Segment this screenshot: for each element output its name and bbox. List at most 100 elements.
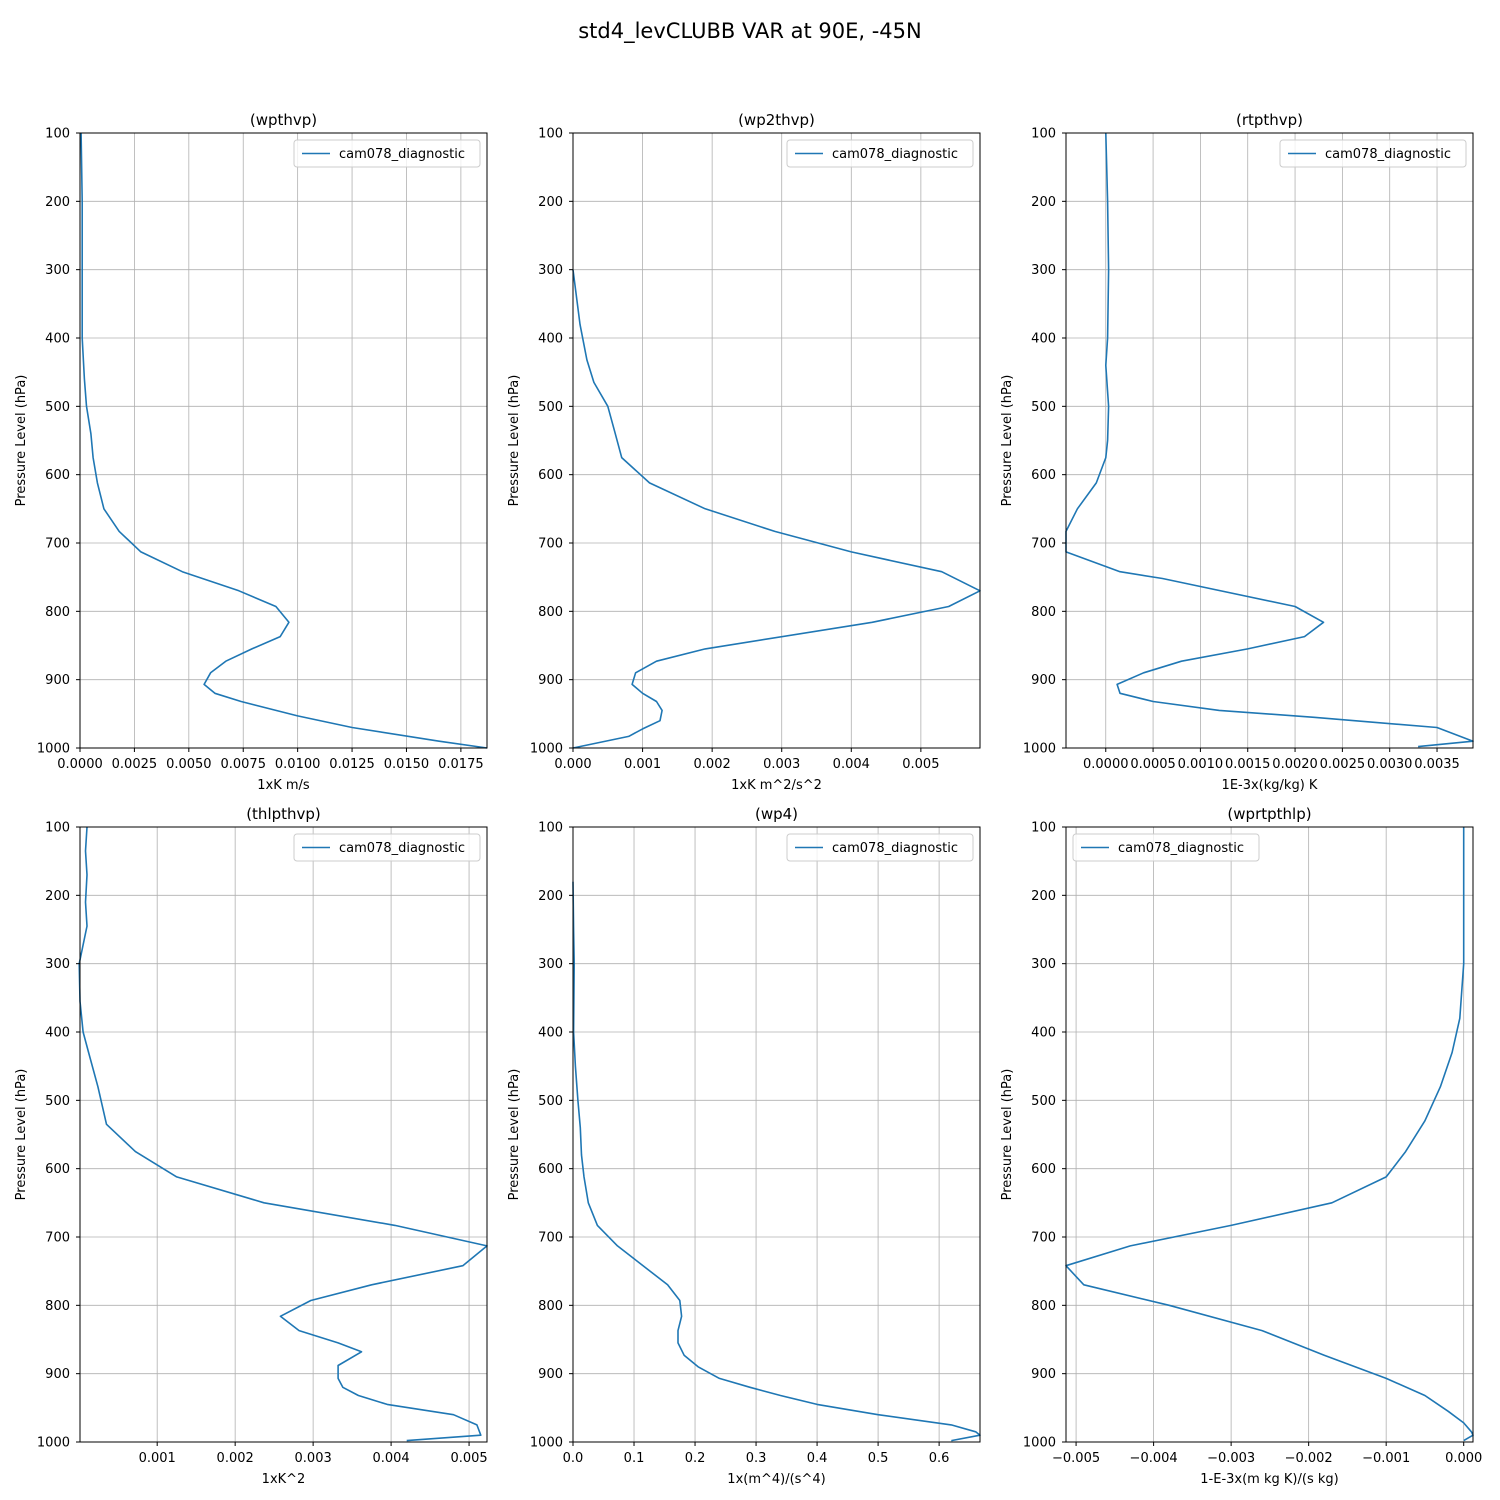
x-tick-label: 0.0025 — [112, 757, 158, 772]
legend: cam078_diagnostic — [293, 139, 481, 168]
y-tick-label: 400 — [45, 1026, 70, 1041]
series-line — [572, 881, 981, 1442]
x-axis-label: 1-E-3x(m kg K)/(s kg) — [1200, 1472, 1338, 1487]
x-tick-label: 0.2 — [685, 1451, 706, 1466]
y-tick-label: 100 — [45, 821, 70, 836]
x-axis-label: 1xK m^2/s^2 — [731, 778, 822, 793]
y-tick-label: 900 — [1031, 673, 1056, 688]
legend: cam078_diagnostic — [786, 833, 974, 862]
legend-box — [1072, 833, 1260, 862]
subplot-title: (wpthvp) — [250, 111, 317, 129]
subplot-6: −0.005 −0.004 −0.003 −0.002 −0.001 0.000 100 20… — [1000, 805, 1482, 1487]
x-tick-label: 0.004 — [372, 1451, 409, 1466]
y-tick-label: 800 — [45, 1299, 70, 1314]
x-tick-label: 0.0005 — [1130, 757, 1176, 772]
x-tick-label: 0.005 — [450, 1451, 487, 1466]
y-tick-label: 100 — [1031, 127, 1056, 142]
y-tick-label: 900 — [45, 1367, 70, 1382]
x-tick-label: −0.001 — [1362, 1451, 1410, 1466]
x-tick-label: 0.000 — [554, 757, 591, 772]
y-tick-label: 100 — [45, 127, 70, 142]
series-line — [1065, 132, 1474, 748]
y-tick-label: 1000 — [530, 1436, 563, 1451]
y-tick-label: 200 — [538, 889, 563, 904]
y-tick-label: 400 — [45, 332, 70, 347]
y-tick-label: 200 — [538, 195, 563, 210]
x-tick-label: 0.0030 — [1367, 757, 1413, 772]
x-tick-label: 0.6 — [929, 1451, 950, 1466]
x-tick-label: 0.003 — [295, 1451, 332, 1466]
subplot-title: (wp2thvp) — [738, 111, 815, 129]
y-tick-label: 300 — [45, 263, 70, 278]
legend-box — [293, 833, 481, 862]
x-tick-label: 0.0020 — [1272, 757, 1318, 772]
y-tick-label: 500 — [538, 1094, 563, 1109]
x-tick-label: 0.1 — [624, 1451, 645, 1466]
x-tick-label: 0.0000 — [57, 757, 103, 772]
x-tick-label: 0.0075 — [220, 757, 266, 772]
x-tick-label: 0.0035 — [1414, 757, 1460, 772]
y-tick-label: 600 — [538, 468, 563, 483]
x-tick-label: 0.4 — [807, 1451, 828, 1466]
x-tick-label: 0.000 — [1445, 1451, 1482, 1466]
x-tick-label: 0.3 — [746, 1451, 767, 1466]
legend-label: cam078_diagnostic — [339, 841, 465, 856]
y-tick-label: 600 — [1031, 468, 1056, 483]
y-tick-label: 400 — [1031, 332, 1056, 347]
legend-label: cam078_diagnostic — [832, 147, 958, 162]
y-axis-label: Pressure Level (hPa) — [14, 1069, 29, 1201]
y-tick-label: 800 — [1031, 1299, 1056, 1314]
y-tick-label: 300 — [1031, 957, 1056, 972]
series-line — [1065, 827, 1474, 1442]
y-axis-label: Pressure Level (hPa) — [1000, 375, 1015, 507]
y-tick-label: 200 — [45, 195, 70, 210]
subplot-2: 0.000 0.001 0.002 0.003 0.004 0.005 100 200 300 4… — [507, 111, 981, 793]
y-tick-label: 300 — [1031, 263, 1056, 278]
x-axis-label: 1x(m^4)/(s^4) — [727, 1472, 825, 1487]
y-tick-label: 800 — [538, 1299, 563, 1314]
subplot-title: (thlpthvp) — [246, 805, 321, 823]
subplot-title: (wprtpthlp) — [1227, 805, 1311, 823]
y-tick-label: 100 — [1031, 821, 1056, 836]
x-tick-label: 0.0050 — [166, 757, 212, 772]
legend-box — [786, 833, 974, 862]
legend-label: cam078_diagnostic — [339, 147, 465, 162]
panels: 0.0000 0.0025 0.0050 0.0075 0.0100 0.0125 0.01… — [14, 111, 1482, 1487]
x-axis-label: 1E-3x(kg/kg) K — [1222, 778, 1318, 793]
legend-label: cam078_diagnostic — [832, 841, 958, 856]
subplot-title: (rtpthvp) — [1236, 111, 1303, 129]
x-axis-label: 1xK^2 — [262, 1472, 306, 1487]
y-tick-label: 400 — [538, 1026, 563, 1041]
y-tick-label: 500 — [45, 1094, 70, 1109]
y-tick-label: 100 — [538, 821, 563, 836]
axes-frame — [1065, 132, 1474, 749]
x-tick-label: 0.0 — [563, 1451, 584, 1466]
legend-box — [1279, 139, 1467, 168]
x-tick-label: 0.004 — [833, 757, 870, 772]
series-line — [80, 132, 488, 749]
figure-suptitle: std4_levCLUBB VAR at 90E, -45N — [578, 19, 922, 44]
subplot-5: 0.0 0.1 0.2 0.3 0.4 0.5 0.6 100 200 300 400 500 600 7… — [507, 805, 981, 1487]
y-tick-label: 800 — [45, 605, 70, 620]
y-tick-label: 400 — [1031, 1026, 1056, 1041]
x-tick-label: 0.0010 — [1178, 757, 1224, 772]
legend: cam078_diagnostic — [1072, 833, 1260, 862]
y-tick-label: 1000 — [1023, 1436, 1056, 1451]
x-tick-label: 0.003 — [763, 757, 800, 772]
y-tick-label: 1000 — [1023, 742, 1056, 757]
x-tick-label: 0.0015 — [1225, 757, 1271, 772]
y-tick-label: 200 — [1031, 889, 1056, 904]
legend-box — [786, 139, 974, 168]
y-tick-label: 900 — [538, 673, 563, 688]
legend-label: cam078_diagnostic — [1118, 841, 1244, 856]
x-tick-label: −0.003 — [1207, 1451, 1255, 1466]
legend-box — [293, 139, 481, 168]
x-tick-label: 0.002 — [217, 1451, 254, 1466]
y-tick-label: 600 — [45, 468, 70, 483]
x-tick-label: 0.5 — [868, 1451, 889, 1466]
y-tick-label: 500 — [538, 400, 563, 415]
x-tick-label: 0.0025 — [1320, 757, 1366, 772]
y-tick-label: 300 — [538, 957, 563, 972]
x-tick-label: 0.005 — [902, 757, 939, 772]
